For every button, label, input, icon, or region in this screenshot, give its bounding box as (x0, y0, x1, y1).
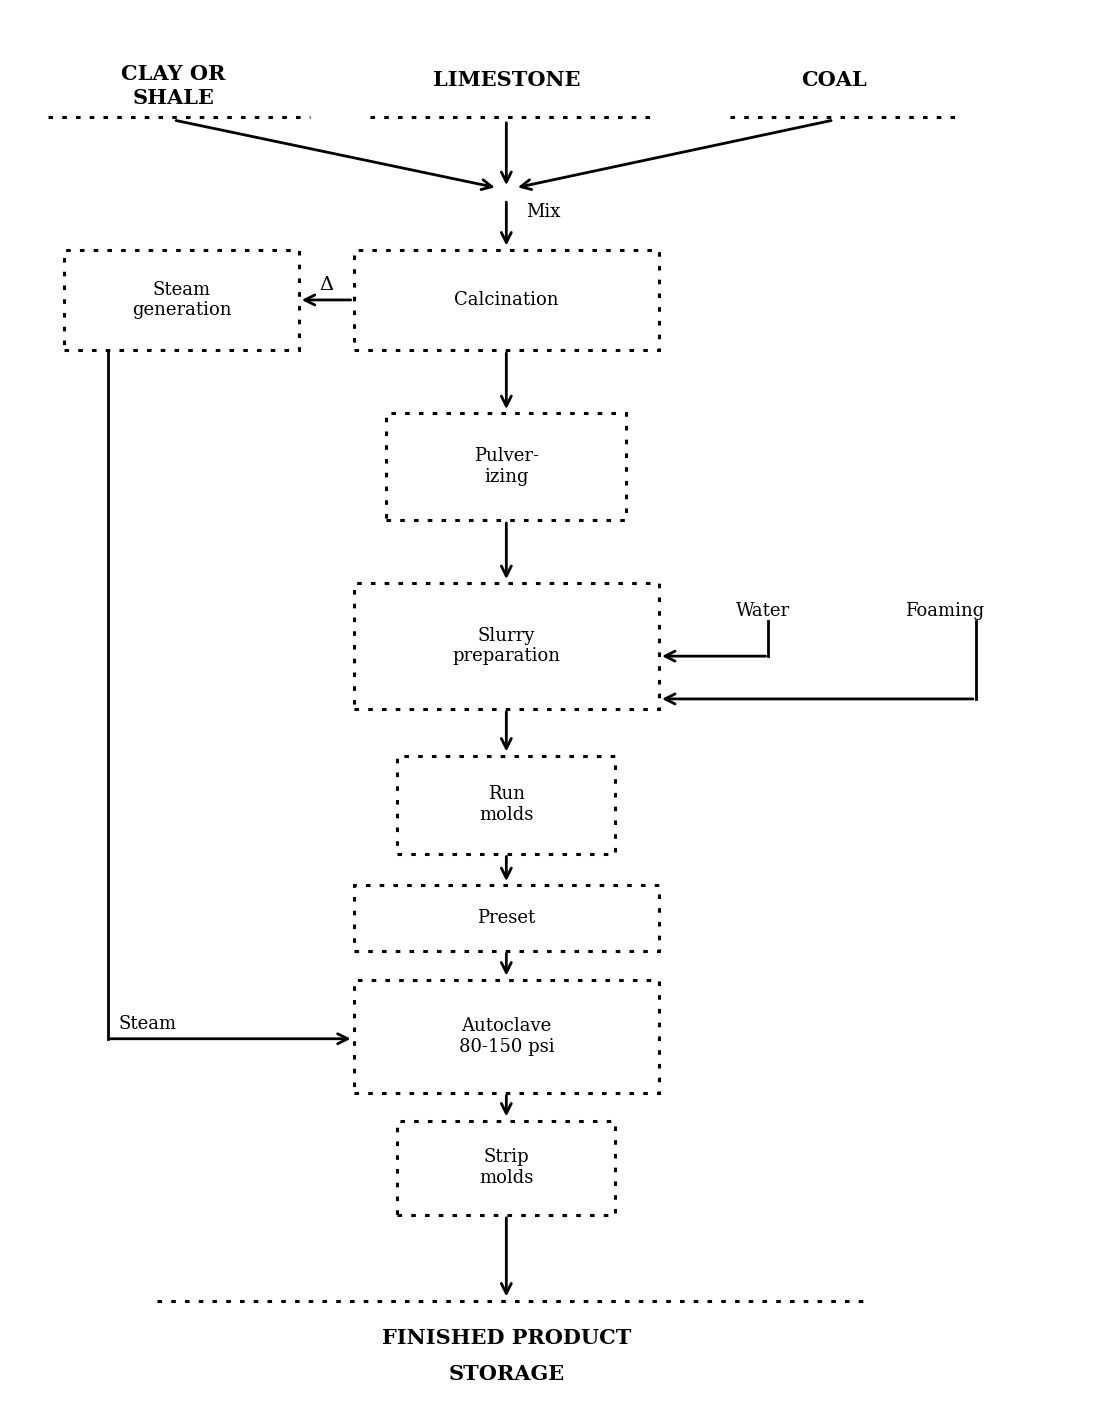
Text: Run
molds: Run molds (480, 786, 534, 824)
Text: Pulver-
izing: Pulver- izing (474, 447, 539, 486)
Text: Strip
molds: Strip molds (480, 1149, 534, 1187)
Text: Steam
generation: Steam generation (132, 281, 231, 319)
Text: Steam: Steam (119, 1015, 177, 1032)
Text: FINISHED PRODUCT: FINISHED PRODUCT (382, 1329, 631, 1349)
Text: Autoclave
80-150 psi: Autoclave 80-150 psi (459, 1017, 554, 1055)
Text: Calcination: Calcination (454, 291, 559, 309)
Text: STORAGE: STORAGE (449, 1364, 564, 1384)
Text: COAL: COAL (801, 69, 867, 89)
Text: Water: Water (736, 601, 790, 620)
Text: Slurry
preparation: Slurry preparation (452, 627, 560, 665)
Text: Mix: Mix (526, 203, 560, 221)
Text: LIMESTONE: LIMESTONE (432, 69, 580, 89)
Text: Foaming: Foaming (905, 601, 984, 620)
Text: Preset: Preset (477, 909, 536, 927)
Text: CLAY OR
SHALE: CLAY OR SHALE (121, 64, 226, 108)
Text: Δ: Δ (319, 277, 333, 294)
